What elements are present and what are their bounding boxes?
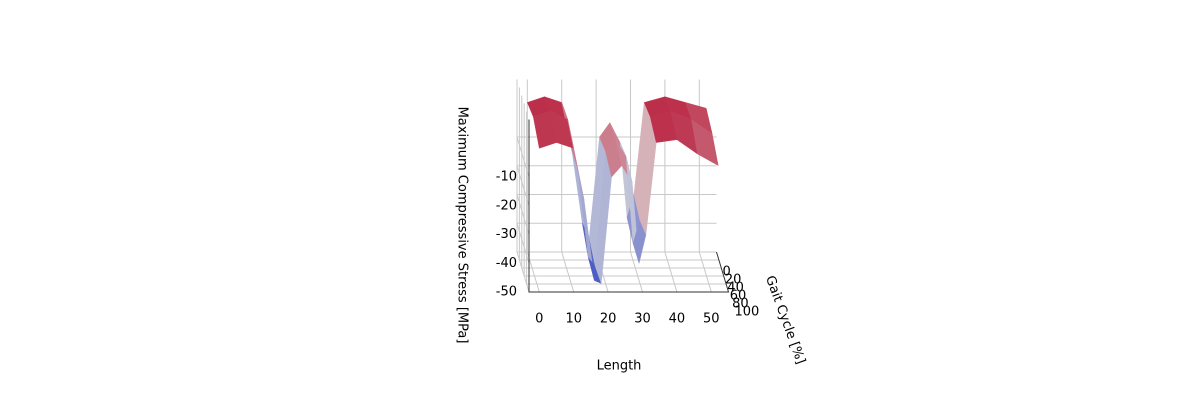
surface-cell <box>691 119 719 166</box>
axis-line <box>528 119 730 293</box>
grid-line <box>516 165 530 206</box>
z-tick-label: -10 <box>496 170 517 185</box>
y-tick-label: 80 <box>732 297 749 312</box>
x-tick-label: 30 <box>634 312 651 327</box>
z-tick-label: -20 <box>496 198 517 213</box>
y-tick-label: 40 <box>727 281 744 296</box>
grid-line <box>516 136 530 178</box>
grid-line <box>664 251 678 293</box>
grid-line <box>630 251 643 293</box>
grid-line <box>561 251 575 293</box>
grid-line <box>516 251 530 293</box>
x-axis-label: Length <box>597 359 642 374</box>
x-tick-label: 20 <box>600 312 617 327</box>
y-tick-label: 60 <box>730 289 747 304</box>
x-tick-label: 0 <box>535 312 543 327</box>
y-tick-label: 20 <box>725 273 742 288</box>
grid-line <box>516 194 530 235</box>
y-tick-label: 100 <box>735 305 760 320</box>
x-tick-label: 10 <box>565 312 582 327</box>
grid-line <box>516 223 530 264</box>
z-tick-label: -30 <box>496 227 517 242</box>
y-axis-label: Gait Cycle [%] <box>762 274 808 367</box>
x-tick-label: 40 <box>669 312 686 327</box>
z-axis-label: Maximum Compressive Stress [MPa] <box>455 107 470 344</box>
y-tick-label: 0 <box>723 265 731 280</box>
z-tick-label: -40 <box>496 256 517 271</box>
x-tick-label: 50 <box>703 312 720 327</box>
z-tick-label: -50 <box>496 285 517 300</box>
grid-line <box>698 251 712 293</box>
